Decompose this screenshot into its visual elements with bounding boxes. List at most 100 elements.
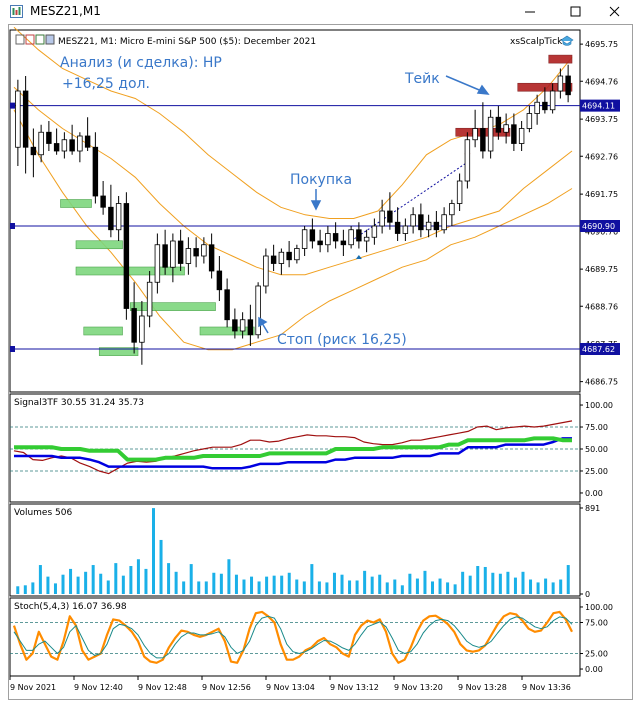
trade-icon[interactable] [25,34,35,45]
green-zone-1 [75,240,123,250]
signal-tick-label-0: 100.00 [585,401,613,410]
candle-body-13 [115,203,122,231]
candle-body-4 [46,131,52,144]
volume-bar-60 [468,575,472,594]
signal-series-0-line [13,420,573,475]
level-tag-label-1: 4690.90 [582,222,615,231]
volume-bar-28 [227,559,231,594]
candle-body-21 [177,240,184,264]
trade-path-line [350,161,468,242]
candle-body-17 [146,281,153,317]
stop-arrow [258,316,269,334]
scale-icon[interactable] [35,34,45,45]
volume-bar-32 [257,581,261,594]
stoch-title: Stoch(5,4,3) 16.07 36.98 [14,602,127,612]
analysis-line1: Анализ (и сделка): НР [60,55,222,71]
volume-bar-27 [219,573,223,594]
volume-bar-4 [46,576,50,594]
candle-body-10 [92,146,99,197]
minimize-button[interactable] [515,0,545,24]
stoch-tick-label-1: 75.00 [585,618,608,627]
volume-bar-6 [61,574,65,594]
candle-body-14 [123,203,130,309]
volume-bar-39 [310,564,314,594]
time-tick-label-2: 9 Nov 12:48 [138,683,187,692]
chart-header: MESZ21, M1: Micro E-mini S&P 500 ($5): D… [15,34,574,47]
volume-bar-7 [69,568,73,594]
volume-bar-67 [521,571,525,594]
candle-body-38 [309,229,316,242]
window-titlebar: MESZ21,M1 [0,0,640,24]
candle-body-22 [185,248,192,264]
close-button[interactable] [600,0,630,24]
volume-bar-42 [332,572,336,594]
signal-tick-label-4: 0.00 [585,489,603,498]
take-label: Тейк [404,71,440,87]
indicator-name: xsScalpTick [510,37,563,47]
candle-body-7 [69,139,75,152]
candle-body-19 [162,244,168,268]
stoch-tick-label-3: 0.00 [585,665,603,674]
signal-tick-label-2: 50.00 [585,445,608,454]
window-menu-icon[interactable] [15,34,25,45]
green-zone-6 [98,347,139,356]
candle-body-15 [131,308,137,343]
horizontal-levels[interactable] [10,102,580,352]
volume-bar-53 [415,578,419,594]
buy-label: Покупка [290,172,352,188]
candle-body-45 [363,236,370,242]
signal-series-1-line [14,437,572,470]
candle-body-52 [418,214,424,231]
volume-bar-25 [204,581,208,594]
level-handle-left-2 [10,346,15,352]
candle-body-32 [263,255,269,287]
candle-body-33 [270,255,277,264]
take-arrow [445,75,490,95]
properties-icon[interactable] [45,34,55,45]
volume-bar-41 [325,582,329,594]
volume-bar-70 [544,578,548,594]
volume-title: Volumes 506 [14,508,72,518]
price-pane[interactable]: 4695.75 4694.76 4693.75 4692.76 4691.75 4690.… [9,26,620,393]
time-tick-label-0: 9 Nov 2021 [10,683,56,692]
candle-body-44 [356,229,362,242]
candle-body-40 [325,233,331,246]
volume-pane[interactable]: 891 0 Volumes 506 [9,503,600,599]
candle-body-29 [239,319,246,332]
volume-bar-71 [551,582,555,594]
maximize-button[interactable] [560,0,590,24]
candle-body-47 [379,210,385,227]
volume-bar-13 [114,563,118,594]
volume-bar-30 [242,579,246,594]
volume-bar-10 [91,565,95,594]
volume-bar-24 [197,581,201,594]
volume-bar-11 [99,573,103,594]
candle-body-3 [38,131,44,156]
volume-bar-63 [491,572,495,594]
signal-pane[interactable]: 100.00 75.00 50.00 25.00 0.00 Signal3TF 30.5… [9,393,613,503]
volume-bar-56 [438,578,442,594]
volume-bar-34 [272,575,276,594]
candle-body-61 [487,116,494,152]
volume-bar-49 [385,582,389,594]
candle-body-43 [348,229,354,246]
volume-bar-19 [159,539,163,594]
stoch-pane[interactable]: 100.00 75.00 25.00 0.00 Stoch(5,4,3) 16.07 … [9,597,613,677]
candle-body-68 [542,101,548,111]
candle-body-27 [224,289,230,321]
candle-body-57 [456,180,463,204]
level-tag-label-0: 4694.11 [582,102,615,111]
volume-bar-52 [408,573,412,594]
volume-tick-label-0: 891 [585,504,600,513]
volume-bar-15 [129,566,133,594]
level-handle-left-0 [10,102,15,109]
chart-toolbar-icons[interactable] [15,34,55,45]
volume-tick-label-1: 0 [585,590,590,599]
candle-body-1 [22,90,29,148]
time-tick-label-1: 9 Nov 12:40 [74,683,123,692]
candle-body-66 [526,113,533,129]
candles [15,64,571,365]
volume-bar-26 [212,572,216,594]
signal-lines [10,420,580,475]
